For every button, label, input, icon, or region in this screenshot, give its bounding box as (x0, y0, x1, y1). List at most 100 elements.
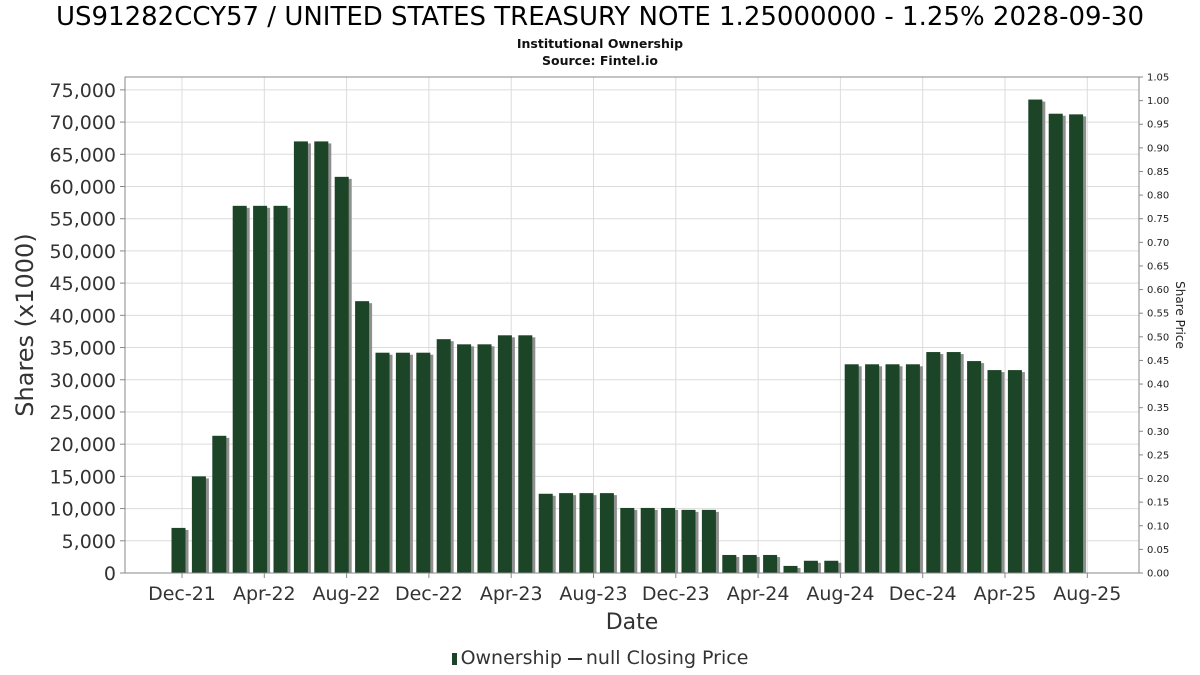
ownership-bar (212, 435, 227, 573)
ownership-bar (620, 507, 635, 573)
ownership-bar (334, 176, 349, 573)
ownership-legend-label: Ownership (460, 647, 562, 669)
y2-tick-label: 0.50 (1147, 332, 1169, 343)
ownership-bar (1048, 113, 1063, 573)
y-tick-label: 50,000 (50, 241, 116, 263)
ownership-bar (518, 335, 533, 573)
ownership-bar (436, 339, 451, 573)
y-tick-label: 35,000 (50, 338, 116, 360)
y-axis-title: Shares (x1000) (11, 233, 39, 416)
y2-tick-label: 0.60 (1147, 285, 1169, 296)
y2-tick-label: 0.05 (1147, 545, 1169, 556)
ownership-bar (1028, 99, 1043, 573)
y-tick-label: 15,000 (50, 466, 116, 488)
y-tick-label: 40,000 (50, 305, 116, 327)
x-tick-label: Apr-25 (974, 583, 1037, 605)
y2-tick-label: 0.90 (1147, 143, 1169, 154)
ownership-bar (477, 344, 492, 573)
ownership-bar (171, 527, 186, 573)
x-tick-label: Dec-21 (148, 583, 216, 605)
y-tick-label: 20,000 (50, 434, 116, 456)
x-tick-label: Dec-23 (642, 583, 710, 605)
chart-source: Source: Fintel.io (542, 53, 658, 68)
ownership-bar (253, 205, 268, 573)
ownership-bar (865, 364, 880, 573)
ownership-bar (763, 554, 778, 573)
legend: Ownership null Closing Price (0, 647, 1200, 669)
ownership-bar (273, 205, 288, 573)
ownership-bar (640, 507, 655, 573)
y2-tick-label: 0.10 (1147, 521, 1169, 532)
y-tick-label: 55,000 (50, 209, 116, 231)
ownership-bar (885, 364, 900, 573)
x-axis-title: Date (606, 610, 659, 635)
ownership-bar (824, 560, 839, 573)
ownership-bar (559, 493, 574, 573)
y2-tick-label: 0.55 (1147, 309, 1169, 320)
ownership-bar (1069, 114, 1084, 574)
y2-tick-label: 0.35 (1147, 403, 1169, 414)
ownership-bar (1007, 370, 1022, 573)
ownership-bar (946, 352, 961, 573)
y2-tick-label: 0.15 (1147, 498, 1169, 509)
chart-subtitle: Institutional Ownership (516, 36, 684, 51)
ownership-bar (314, 141, 329, 573)
y-tick-label: 70,000 (50, 112, 116, 134)
y2-tick-label: 0.30 (1147, 427, 1169, 438)
ownership-bar (844, 364, 859, 573)
y2-tick-label: 0.85 (1147, 167, 1169, 178)
ownership-bar (905, 364, 920, 573)
ownership-bar (579, 493, 594, 573)
ownership-bar (722, 554, 737, 573)
x-tick-label: Aug-23 (559, 583, 627, 605)
ownership-bar (681, 509, 696, 573)
ownership-bar (538, 493, 553, 573)
y2-tick-label: 0.65 (1147, 261, 1169, 272)
y-tick-label: 45,000 (50, 273, 116, 295)
ownership-bar (599, 493, 614, 573)
price-legend-line (567, 657, 582, 660)
ownership-bar (987, 370, 1002, 573)
y2-tick-label: 0.75 (1147, 214, 1169, 225)
x-tick-label: Aug-24 (806, 583, 874, 605)
y2-tick-label: 0.20 (1147, 474, 1169, 485)
ownership-bar (191, 476, 206, 573)
y-tick-label: 65,000 (50, 144, 116, 166)
y-tick-label: 0 (104, 563, 116, 585)
y2-tick-label: 1.00 (1147, 96, 1169, 107)
y2-tick-label: 0.95 (1147, 120, 1169, 131)
ownership-bar (701, 509, 716, 573)
chart-title: US91282CCY57 / UNITED STATES TREASURY NO… (55, 2, 1145, 32)
y2-tick-label: 0.80 (1147, 191, 1169, 202)
ownership-bar (232, 205, 247, 573)
y-tick-label: 75,000 (50, 80, 116, 102)
y-tick-label: 5,000 (62, 531, 116, 553)
y2-tick-label: 0.45 (1147, 356, 1169, 367)
ownership-bar (783, 565, 798, 573)
ownership-bar (967, 361, 982, 573)
y-tick-label: 60,000 (50, 177, 116, 199)
ownership-bar (355, 301, 370, 573)
x-tick-label: Aug-22 (313, 583, 381, 605)
x-tick-label: Dec-24 (889, 583, 957, 605)
y2-tick-label: 1.05 (1147, 73, 1169, 84)
ownership-bar (497, 335, 512, 573)
y2-tick-label: 0.00 (1147, 569, 1169, 580)
y2-axis-title: Share Price (1173, 281, 1187, 349)
ownership-bar (457, 344, 472, 573)
ownership-legend-swatch (451, 652, 457, 665)
x-tick-label: Apr-23 (480, 583, 543, 605)
y2-tick-label: 0.40 (1147, 380, 1169, 391)
price-legend-label: null Closing Price (585, 647, 749, 669)
y2-tick-label: 0.70 (1147, 238, 1169, 249)
plot-frame (124, 76, 1140, 574)
x-tick-label: Apr-22 (233, 583, 296, 605)
x-tick-label: Aug-25 (1053, 583, 1121, 605)
ownership-bar (293, 141, 308, 573)
y-tick-label: 30,000 (50, 370, 116, 392)
ownership-bar (416, 352, 431, 573)
ownership-chart: 0 5,000 10,000 15,000 20,000 25,000 30,000 35,0… (11, 73, 1187, 636)
y2-tick-label: 0.25 (1147, 450, 1169, 461)
y-tick-label: 25,000 (50, 402, 116, 424)
ownership-bar (395, 352, 410, 573)
